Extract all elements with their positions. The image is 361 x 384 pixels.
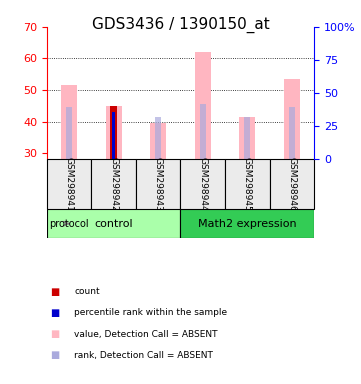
Bar	[155, 117, 161, 159]
Text: GSM298944: GSM298944	[198, 157, 207, 212]
Text: count: count	[74, 287, 100, 296]
Text: GSM298946: GSM298946	[287, 157, 296, 212]
FancyBboxPatch shape	[180, 209, 314, 238]
Text: ■: ■	[51, 329, 60, 339]
Text: control: control	[95, 218, 133, 228]
Text: GSM298943: GSM298943	[154, 157, 163, 212]
Text: rank, Detection Call = ABSENT: rank, Detection Call = ABSENT	[74, 351, 213, 360]
FancyBboxPatch shape	[47, 159, 91, 209]
Bar	[244, 117, 250, 159]
Bar	[112, 112, 116, 159]
FancyBboxPatch shape	[91, 159, 136, 209]
Text: Math2 expression: Math2 expression	[198, 218, 297, 228]
FancyBboxPatch shape	[180, 159, 225, 209]
Text: ■: ■	[51, 287, 60, 297]
Text: percentile rank within the sample: percentile rank within the sample	[74, 308, 227, 318]
Text: GSM298942: GSM298942	[109, 157, 118, 212]
Bar	[66, 108, 72, 159]
Bar	[289, 108, 295, 159]
Bar	[239, 117, 255, 159]
Bar	[61, 85, 77, 159]
Text: GSM298941: GSM298941	[65, 157, 74, 212]
Bar	[195, 52, 210, 159]
Text: ■: ■	[51, 350, 60, 360]
Bar	[284, 79, 300, 159]
FancyBboxPatch shape	[47, 209, 180, 238]
Bar	[151, 123, 166, 159]
Text: value, Detection Call = ABSENT: value, Detection Call = ABSENT	[74, 329, 218, 339]
Text: ■: ■	[51, 308, 60, 318]
Text: GDS3436 / 1390150_at: GDS3436 / 1390150_at	[92, 17, 269, 33]
Bar	[106, 106, 122, 159]
Bar	[111, 112, 117, 159]
Bar	[200, 104, 206, 159]
FancyBboxPatch shape	[225, 159, 270, 209]
FancyBboxPatch shape	[136, 159, 180, 209]
Text: GSM298945: GSM298945	[243, 157, 252, 212]
FancyBboxPatch shape	[270, 159, 314, 209]
Bar	[110, 106, 117, 159]
Text: protocol: protocol	[49, 218, 89, 228]
